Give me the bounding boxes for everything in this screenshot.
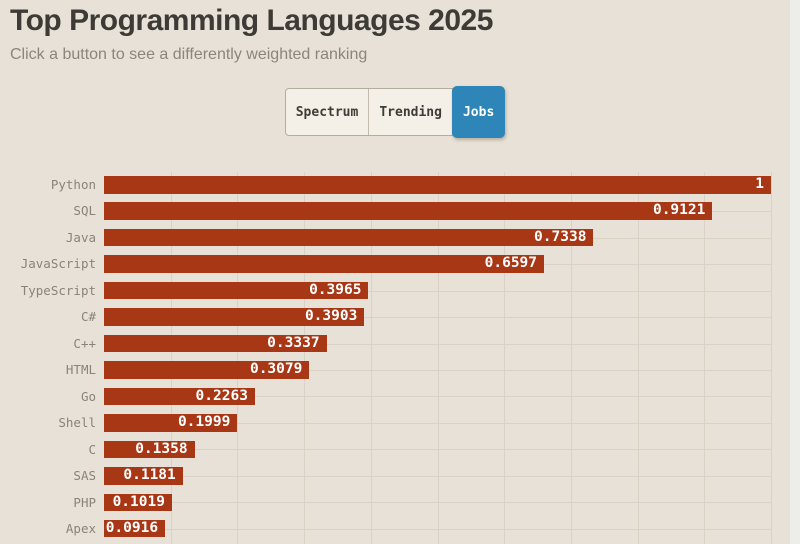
bar: 0.1181 [104,467,183,485]
bar-value-label: 0.1181 [123,467,176,484]
category-label: HTML [65,362,96,378]
horizontal-gridline [104,369,771,371]
bar: 0.0916 [104,519,166,538]
page-subtitle: Click a button to see a differently weig… [10,46,368,63]
vertical-gridline [771,172,772,544]
vertical-gridline [237,172,239,544]
bar: 0.3903 [104,308,365,326]
category-label: PHP [73,494,96,510]
vertical-gridline [704,172,706,544]
bar-value-label: 0.3337 [267,334,320,351]
vertical-gridline [504,172,506,544]
bar-value-label: 0.1019 [112,493,165,510]
horizontal-gridline [104,422,771,424]
bar: 0.3965 [104,281,369,300]
bar: 0.3079 [104,361,310,379]
category-label: SQL [73,203,96,219]
spectrum-button[interactable]: Spectrum [286,89,369,135]
vertical-gridline [170,172,172,544]
horizontal-gridline [104,502,771,504]
bar-value-label: 0.9121 [652,202,706,219]
horizontal-gridline [104,449,771,451]
jobs-button[interactable]: Jobs [451,86,506,138]
category-label: C [88,441,96,457]
horizontal-gridline [104,475,771,477]
horizontal-gridline [104,528,771,530]
bar: 0.1019 [104,493,172,512]
page-title: Top Programming Languages 2025 [10,4,493,37]
bar: 0.6597 [104,255,545,273]
category-label: C++ [73,335,96,351]
category-label: Python [50,177,96,192]
bar-value-label: 0.3079 [249,361,303,378]
vertical-gridline [437,172,439,544]
bar: 0.7338 [104,228,594,247]
category-label: C# [80,309,96,325]
bar: 0.2263 [104,387,255,406]
horizontal-gridline [104,396,771,398]
horizontal-gridline [104,317,771,319]
bar-value-label: 0.1999 [177,414,231,431]
trending-button[interactable]: Trending [368,89,452,135]
horizontal-gridline [104,343,771,345]
category-label: Apex [65,520,96,536]
bar: 0.3337 [104,334,327,353]
horizontal-gridline [104,290,771,292]
bar: 0.1358 [104,440,195,459]
category-label: Go [80,388,96,404]
bar-value-label: 0.0916 [105,519,159,536]
vertical-gridline [637,172,639,544]
vertical-gridline [304,172,306,544]
category-label: Shell [58,415,96,431]
bar-value-label: 0.1358 [135,440,188,457]
vertical-gridline [570,172,572,544]
bar-value-label: 0.6597 [484,255,538,272]
bar-value-label: 1 [755,176,764,192]
bar-value-label: 0.2263 [195,387,248,404]
weighting-button-group: Spectrum Trending Jobs [0,85,790,139]
bar: 0.9121 [104,202,713,220]
bar: 0.1999 [104,414,238,432]
category-label: TypeScript [20,282,96,298]
category-label: Java [65,229,96,245]
bar: 1 [104,176,771,194]
bar-value-label: 0.3903 [304,308,358,325]
bar-value-label: 0.7338 [534,228,587,245]
bar-value-label: 0.3965 [309,281,362,298]
bar-chart: Python 1 SQL 0.9121 Java 0.7338 JavaScript 0.65… [21,170,772,544]
category-label: JavaScript [20,256,96,272]
vertical-gridline [370,172,372,544]
inactive-buttons-frame: Spectrum Trending [284,88,453,136]
category-label: SAS [73,468,96,484]
